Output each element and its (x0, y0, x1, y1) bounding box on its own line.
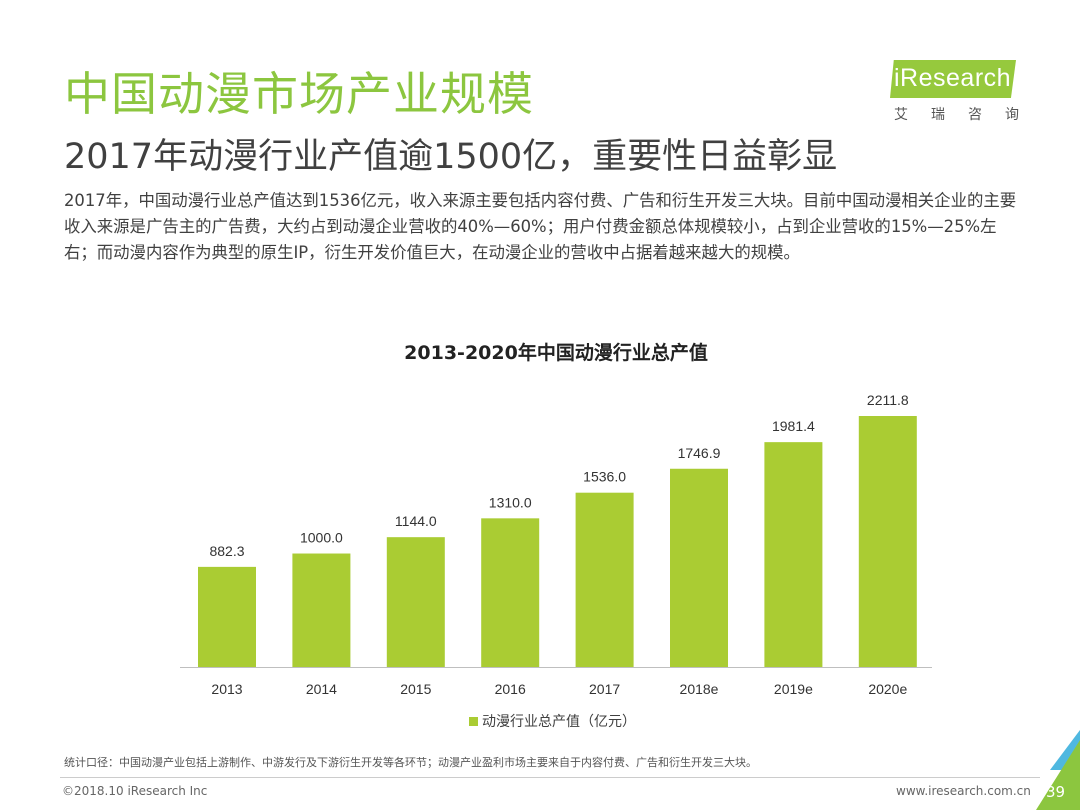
logo-cn-text: 艾瑞咨询 (894, 107, 1042, 123)
x-tick-2016: 2016 (495, 681, 526, 697)
summary-paragraph: 2017年，中国动漫行业总产值达到1536亿元，收入来源主要包括内容付费、广告和… (64, 191, 1017, 262)
x-tick-2018e: 2018e (680, 681, 719, 697)
data-label-2020e: 2211.8 (867, 392, 909, 408)
legend-swatch (469, 716, 478, 726)
data-label-2018e: 1746.9 (678, 445, 721, 461)
chart-legend: 动漫行业总产值（亿元） (469, 712, 636, 730)
data-label-2013: 882.3 (209, 543, 244, 559)
page-number: 39 (1046, 783, 1066, 801)
x-tick-2015: 2015 (400, 681, 431, 697)
bar-2019e (764, 442, 823, 667)
bar-2015 (386, 537, 445, 667)
logo-badge (890, 60, 1016, 98)
chart-title: 2013-2020年中国动漫行业总产值 (404, 342, 708, 364)
iresearch-logo: iResearch 艾瑞咨询 (890, 58, 1030, 124)
bar-2014 (292, 553, 351, 667)
data-label-2016: 1310.0 (489, 494, 532, 510)
bar-2020e (858, 416, 917, 667)
data-label-2019e: 1981.4 (772, 418, 815, 434)
logo-text: iResearch (894, 64, 1012, 92)
data-label-2015: 1144.0 (395, 513, 437, 529)
bar-2017 (575, 492, 634, 667)
data-label-2014: 1000.0 (300, 530, 343, 546)
x-tick-2020e: 2020e (868, 681, 907, 697)
bar-2016 (481, 518, 540, 667)
copyright: ©2018.10 iResearch Inc (62, 784, 208, 798)
bar-2013 (198, 566, 256, 667)
page-title: 中国动漫市场产业规模 (64, 67, 534, 121)
legend-label: 动漫行业总产值（亿元） (482, 714, 636, 730)
footnote: 统计口径：中国动漫产业包括上游制作、中游发行及下游衍生开发等各环节；动漫产业盈利… (64, 756, 757, 769)
x-tick-2019e: 2019e (774, 681, 813, 697)
page-subtitle: 2017年动漫行业产值逾1500亿，重要性日益彰显 (64, 137, 838, 177)
footer-divider (60, 777, 1040, 778)
data-label-2017: 1536.0 (583, 469, 626, 485)
x-tick-2013: 2013 (211, 681, 242, 697)
bar-2018e (670, 468, 728, 667)
x-tick-2017: 2017 (589, 681, 620, 697)
website-link[interactable]: www.iresearch.com.cn (896, 784, 1031, 798)
x-tick-2014: 2014 (306, 681, 337, 697)
